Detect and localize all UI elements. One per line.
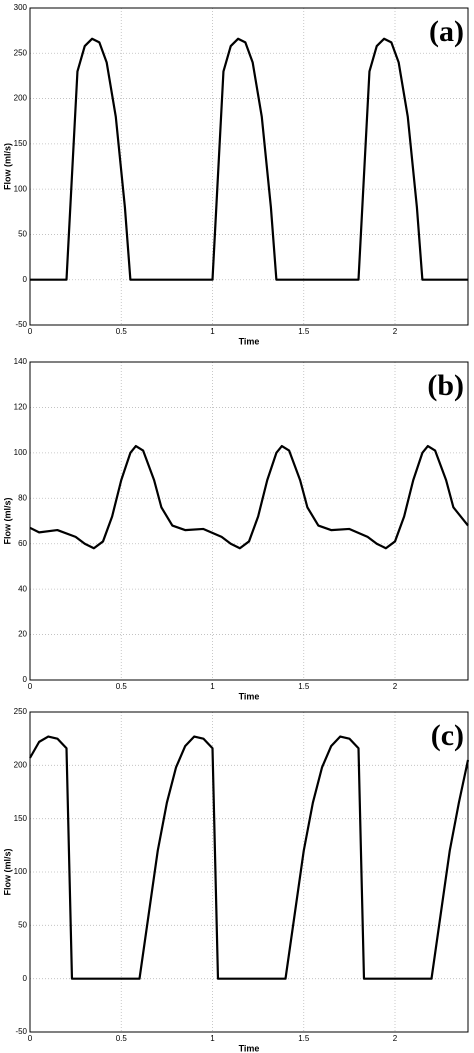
x-axis-title: Time bbox=[239, 691, 260, 701]
x-tick-label: 1.5 bbox=[298, 682, 310, 691]
plot-frame bbox=[29, 711, 469, 1033]
y-tick-label: 150 bbox=[14, 814, 28, 823]
x-tick-label: 1 bbox=[210, 327, 215, 336]
y-tick-label: 100 bbox=[14, 448, 28, 457]
y-tick-label: 100 bbox=[14, 184, 28, 193]
x-tick-label: 2 bbox=[393, 682, 398, 691]
y-tick-label: -50 bbox=[15, 320, 27, 329]
y-tick-label: 50 bbox=[18, 230, 27, 239]
y-tick-label: -50 bbox=[15, 1027, 27, 1036]
y-tick-label: 140 bbox=[14, 357, 28, 366]
y-tick-label: 200 bbox=[14, 94, 28, 103]
x-axis-title: Time bbox=[239, 336, 260, 346]
y-tick-label: 150 bbox=[14, 139, 28, 148]
x-axis-title: Time bbox=[239, 1043, 260, 1053]
x-tick-label: 2 bbox=[393, 1034, 398, 1043]
plot-frame bbox=[29, 7, 469, 326]
y-tick-label: 50 bbox=[18, 920, 27, 929]
y-tick-label: 120 bbox=[14, 403, 28, 412]
y-tick-label: 40 bbox=[18, 584, 27, 593]
x-tick-label: 0 bbox=[28, 682, 33, 691]
x-tick-label: 0.5 bbox=[116, 1034, 128, 1043]
flow-line bbox=[29, 735, 470, 980]
y-tick-label: 100 bbox=[14, 867, 28, 876]
y-tick-label: 300 bbox=[14, 3, 28, 12]
plot-frame bbox=[29, 361, 469, 681]
flow-line bbox=[30, 37, 468, 281]
x-tick-label: 0 bbox=[28, 1034, 33, 1043]
y-tick-label: 250 bbox=[14, 707, 28, 716]
x-tick-label: 1 bbox=[210, 1034, 215, 1043]
panel-label: (b) bbox=[427, 369, 464, 402]
y-axis-title: Flow (ml/s) bbox=[2, 497, 12, 544]
panel-label: (c) bbox=[431, 719, 464, 752]
flow-line bbox=[29, 444, 469, 550]
panel-label: (a) bbox=[429, 15, 464, 48]
x-tick-label: 1.5 bbox=[298, 1034, 310, 1043]
y-tick-label: 0 bbox=[23, 675, 28, 684]
y-axis-title: Flow (ml/s) bbox=[2, 848, 12, 895]
x-tick-label: 0.5 bbox=[116, 682, 128, 691]
x-tick-label: 0 bbox=[28, 327, 33, 336]
y-tick-label: 80 bbox=[18, 493, 27, 502]
x-tick-label: 0.5 bbox=[116, 327, 128, 336]
y-tick-label: 60 bbox=[18, 539, 27, 548]
y-tick-label: 0 bbox=[23, 275, 28, 284]
x-tick-label: 1.5 bbox=[298, 327, 310, 336]
y-tick-label: 20 bbox=[18, 630, 27, 639]
x-tick-label: 1 bbox=[210, 682, 215, 691]
y-tick-label: 200 bbox=[14, 760, 28, 769]
y-tick-label: 0 bbox=[23, 974, 28, 983]
y-axis-title: Flow (ml/s) bbox=[2, 143, 12, 190]
x-tick-label: 2 bbox=[393, 327, 398, 336]
y-tick-label: 250 bbox=[14, 48, 28, 57]
